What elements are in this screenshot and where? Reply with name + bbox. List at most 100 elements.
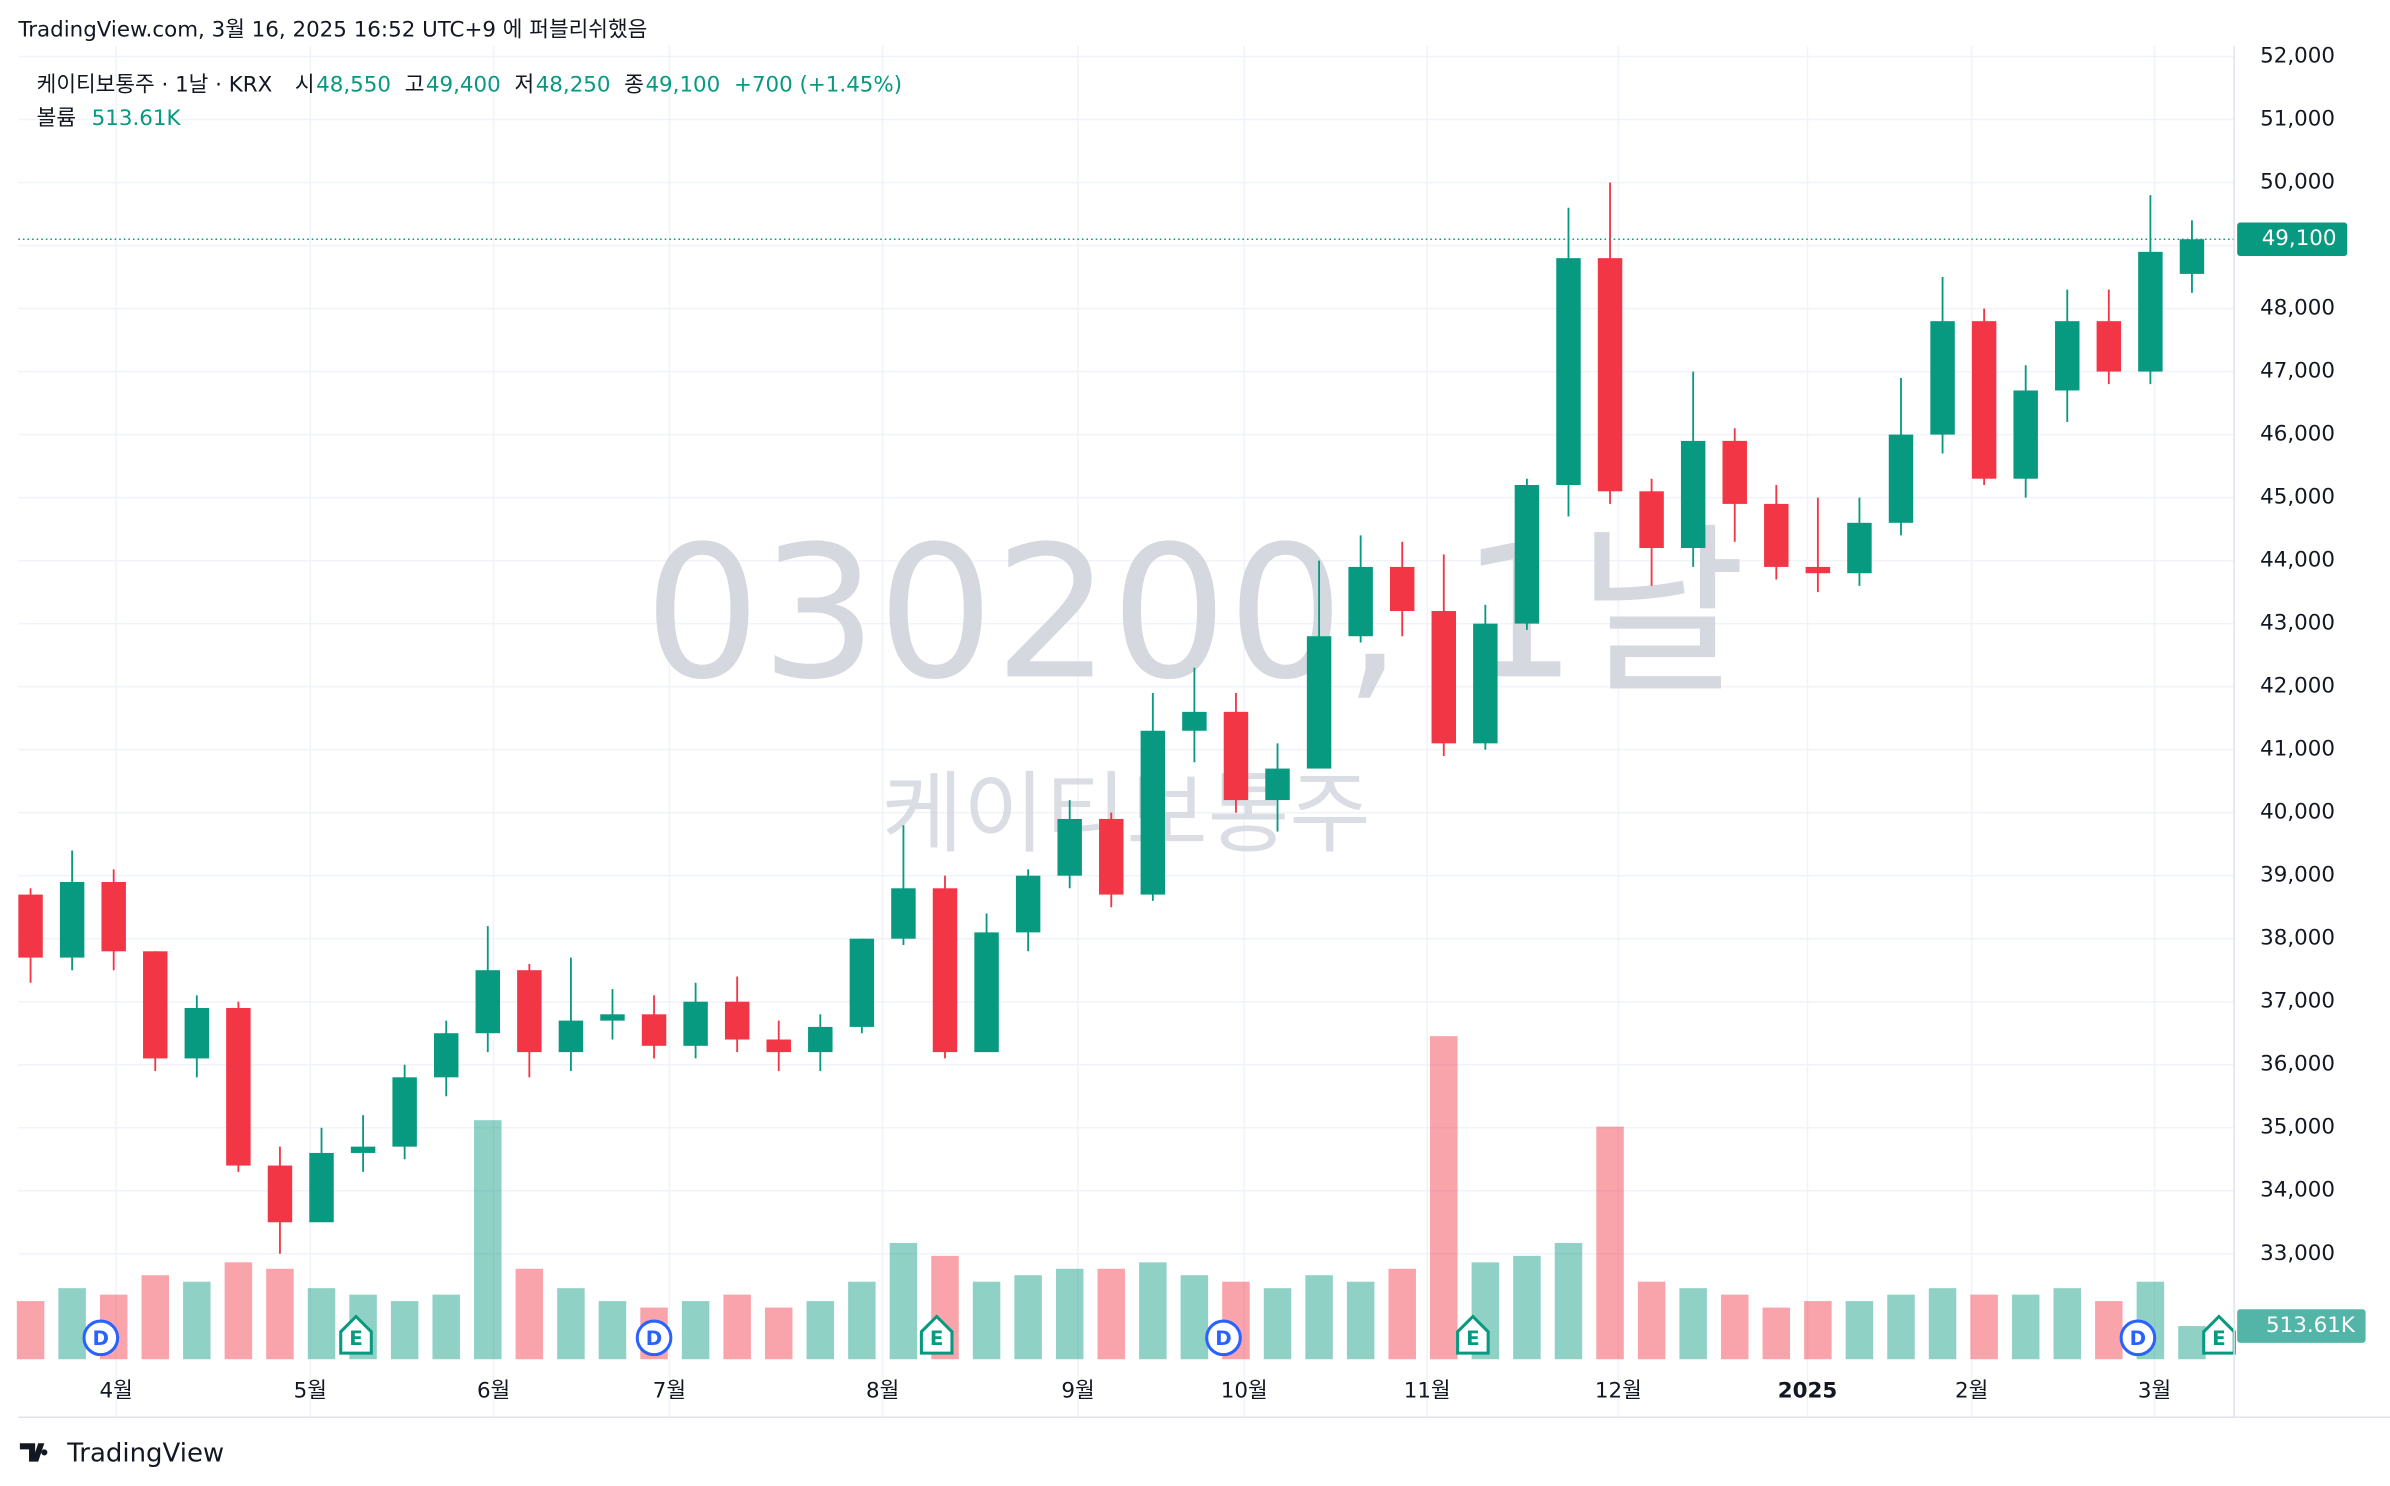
candle-body xyxy=(1680,440,1706,549)
candle-body xyxy=(226,1008,251,1166)
last-volume-label: 513.61K xyxy=(2266,1313,2356,1338)
candle-body xyxy=(1722,440,1747,504)
last-price-box xyxy=(2237,222,2348,257)
volume-bar xyxy=(1346,1281,1375,1360)
candle-body xyxy=(1057,818,1082,876)
volume-bar xyxy=(972,1281,1001,1360)
candle-body xyxy=(1639,491,1664,549)
y-tick-label: 33,000 xyxy=(2260,1241,2335,1266)
volume-bar xyxy=(1554,1242,1583,1360)
volume-bar xyxy=(1928,1288,1957,1360)
event-label: D xyxy=(1215,1327,1231,1350)
last-volume-box xyxy=(2237,1309,2366,1343)
volume-bar xyxy=(390,1301,419,1360)
ohlc-value: 49,400 xyxy=(426,73,501,98)
candle-body xyxy=(18,894,43,958)
candle-body xyxy=(766,1039,791,1053)
candle-body xyxy=(1431,611,1457,744)
x-tick-label: 9월 xyxy=(1061,1378,1094,1403)
dividend-badge xyxy=(635,1319,673,1357)
y-tick-label: 43,000 xyxy=(2260,611,2335,636)
x-tick-label: 2025 xyxy=(1778,1378,1838,1403)
volume-bar xyxy=(1513,1255,1541,1360)
volume-bar xyxy=(1430,1036,1458,1360)
candle-body xyxy=(1306,636,1332,769)
candle-body xyxy=(475,970,501,1034)
candle-body xyxy=(392,1077,417,1147)
candle-body xyxy=(1099,818,1124,895)
x-tick-label: 4월 xyxy=(100,1378,133,1403)
event-label: D xyxy=(2130,1327,2146,1350)
candle-body xyxy=(558,1020,584,1053)
y-tick-label: 40,000 xyxy=(2260,800,2335,825)
change: +700 (+1.45%) xyxy=(734,73,902,98)
volume-key: 볼륨 xyxy=(37,106,76,131)
volume-bar xyxy=(141,1275,170,1360)
volume-bar xyxy=(764,1307,793,1360)
volume-bar xyxy=(1305,1275,1333,1360)
x-tick-label: 10월 xyxy=(1221,1378,1268,1403)
logo xyxy=(19,1443,48,1462)
x-tick-label: 7월 xyxy=(653,1378,686,1403)
volume-bar xyxy=(16,1301,45,1360)
volume-bar xyxy=(58,1288,86,1360)
y-tick-label: 35,000 xyxy=(2260,1115,2335,1140)
ohlc-key: 고 xyxy=(405,73,425,98)
dividend-badge xyxy=(2119,1319,2157,1357)
candle-body xyxy=(1847,522,1872,574)
y-tick-label: 48,000 xyxy=(2260,296,2335,321)
candle-body xyxy=(1348,566,1373,637)
volume-bar xyxy=(266,1268,294,1360)
volume-bar xyxy=(1679,1288,1707,1360)
y-tick-label: 51,000 xyxy=(2260,107,2335,132)
candle-body xyxy=(891,888,916,939)
volume-bar xyxy=(1180,1275,1209,1360)
y-tick-label: 47,000 xyxy=(2260,359,2335,384)
event-label: E xyxy=(1466,1327,1480,1350)
volume-bar xyxy=(1887,1294,1915,1360)
candle-body xyxy=(143,951,168,1059)
candle-body xyxy=(433,1033,459,1078)
volume-bar xyxy=(183,1281,211,1360)
volume-bar xyxy=(1596,1126,1624,1360)
last-price-label: 49,100 xyxy=(2262,226,2337,251)
volume-bar xyxy=(1263,1288,1292,1360)
volume-bar xyxy=(1762,1307,1791,1360)
candle-body xyxy=(517,970,542,1053)
footer-brand: TradingView xyxy=(66,1438,224,1468)
volume-bar xyxy=(1970,1294,1998,1360)
volume-bar xyxy=(848,1281,876,1360)
volume-bar xyxy=(2095,1301,2123,1360)
volume-bar xyxy=(598,1301,627,1360)
x-tick-label: 3월 xyxy=(2138,1378,2171,1403)
candle-body xyxy=(1764,503,1789,567)
ohlc-value: 49,100 xyxy=(645,73,720,98)
volume-bar xyxy=(889,1242,918,1360)
volume-bar xyxy=(515,1268,544,1360)
y-tick-label: 37,000 xyxy=(2260,989,2335,1014)
candle-body xyxy=(1182,711,1207,731)
dividend-badge xyxy=(82,1319,120,1357)
candle-body xyxy=(184,1008,210,1059)
ohlc-value: 48,250 xyxy=(536,73,611,98)
volume-bar xyxy=(1845,1301,1874,1360)
candle-body xyxy=(600,1014,625,1021)
x-tick-label: 6월 xyxy=(477,1378,510,1403)
dividend-badge xyxy=(1205,1319,1242,1357)
candle-body xyxy=(1223,711,1249,801)
candle-body xyxy=(683,1001,708,1046)
symbol: 케이티보통주 · 1날 · KRX xyxy=(37,73,273,98)
event-label: D xyxy=(646,1327,662,1350)
candle-body xyxy=(1971,321,1997,479)
published: TradingView.com, 3월 16, 2025 16:52 UTC+9… xyxy=(17,18,647,43)
x-tick-label: 2월 xyxy=(1955,1378,1988,1403)
volume-bar xyxy=(474,1120,502,1360)
y-tick-label: 52,000 xyxy=(2260,44,2335,69)
candle-body xyxy=(267,1165,293,1223)
volume-bar xyxy=(1014,1275,1042,1360)
candle-body xyxy=(2096,321,2122,372)
y-tick-label: 50,000 xyxy=(2260,170,2335,195)
